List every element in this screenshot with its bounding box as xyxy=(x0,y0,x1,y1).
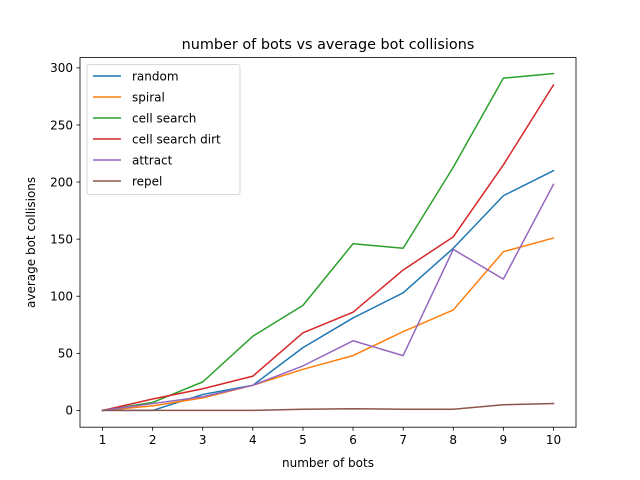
x-tick-label-0: 1 xyxy=(99,433,107,447)
x-tick-label-1: 2 xyxy=(149,433,157,447)
series-line-4 xyxy=(101,183,555,412)
y-tick-label-1: 50 xyxy=(58,347,73,361)
x-axis-label: number of bots xyxy=(282,456,374,470)
series-line-0 xyxy=(101,169,555,412)
x-axis: 1 2 3 4 5 6 7 8 9 10 xyxy=(99,427,561,447)
y-tick-label-6: 300 xyxy=(50,61,73,75)
legend-label-5: repel xyxy=(132,174,162,188)
y-tick-label-4: 200 xyxy=(50,175,73,189)
legend: random spiral cell search cell search dirt a… xyxy=(86,64,241,195)
series-line-5 xyxy=(101,402,555,412)
x-tick-label-8: 9 xyxy=(500,433,508,447)
x-tick-label-7: 8 xyxy=(449,433,457,447)
x-tick-label-6: 7 xyxy=(399,433,407,447)
legend-label-0: random xyxy=(132,69,179,83)
y-tick-label-5: 250 xyxy=(50,118,73,132)
plot-series xyxy=(101,72,555,412)
plot-area-frame xyxy=(79,57,577,428)
legend-label-4: attract xyxy=(132,153,173,167)
chart-title: number of bots vs average bot collisions xyxy=(182,37,475,53)
y-axis: 0 50 100 150 200 250 300 xyxy=(50,61,80,418)
x-tick-label-2: 3 xyxy=(199,433,207,447)
series-line-2 xyxy=(101,72,555,412)
x-tick-label-9: 10 xyxy=(546,433,561,447)
y-axis-label: average bot collisions xyxy=(24,177,38,308)
legend-label-1: spiral xyxy=(132,90,165,104)
x-tick-label-3: 4 xyxy=(249,433,257,447)
series-line-1 xyxy=(101,237,555,412)
y-tick-label-3: 150 xyxy=(50,232,73,246)
legend-label-3: cell search dirt xyxy=(132,132,221,146)
y-tick-label-0: 0 xyxy=(65,404,73,418)
legend-frame xyxy=(86,64,241,195)
series-line-3 xyxy=(101,83,555,412)
x-tick-label-4: 5 xyxy=(299,433,307,447)
y-tick-label-2: 100 xyxy=(50,290,73,304)
x-tick-label-5: 6 xyxy=(349,433,357,447)
legend-label-2: cell search xyxy=(132,111,196,125)
